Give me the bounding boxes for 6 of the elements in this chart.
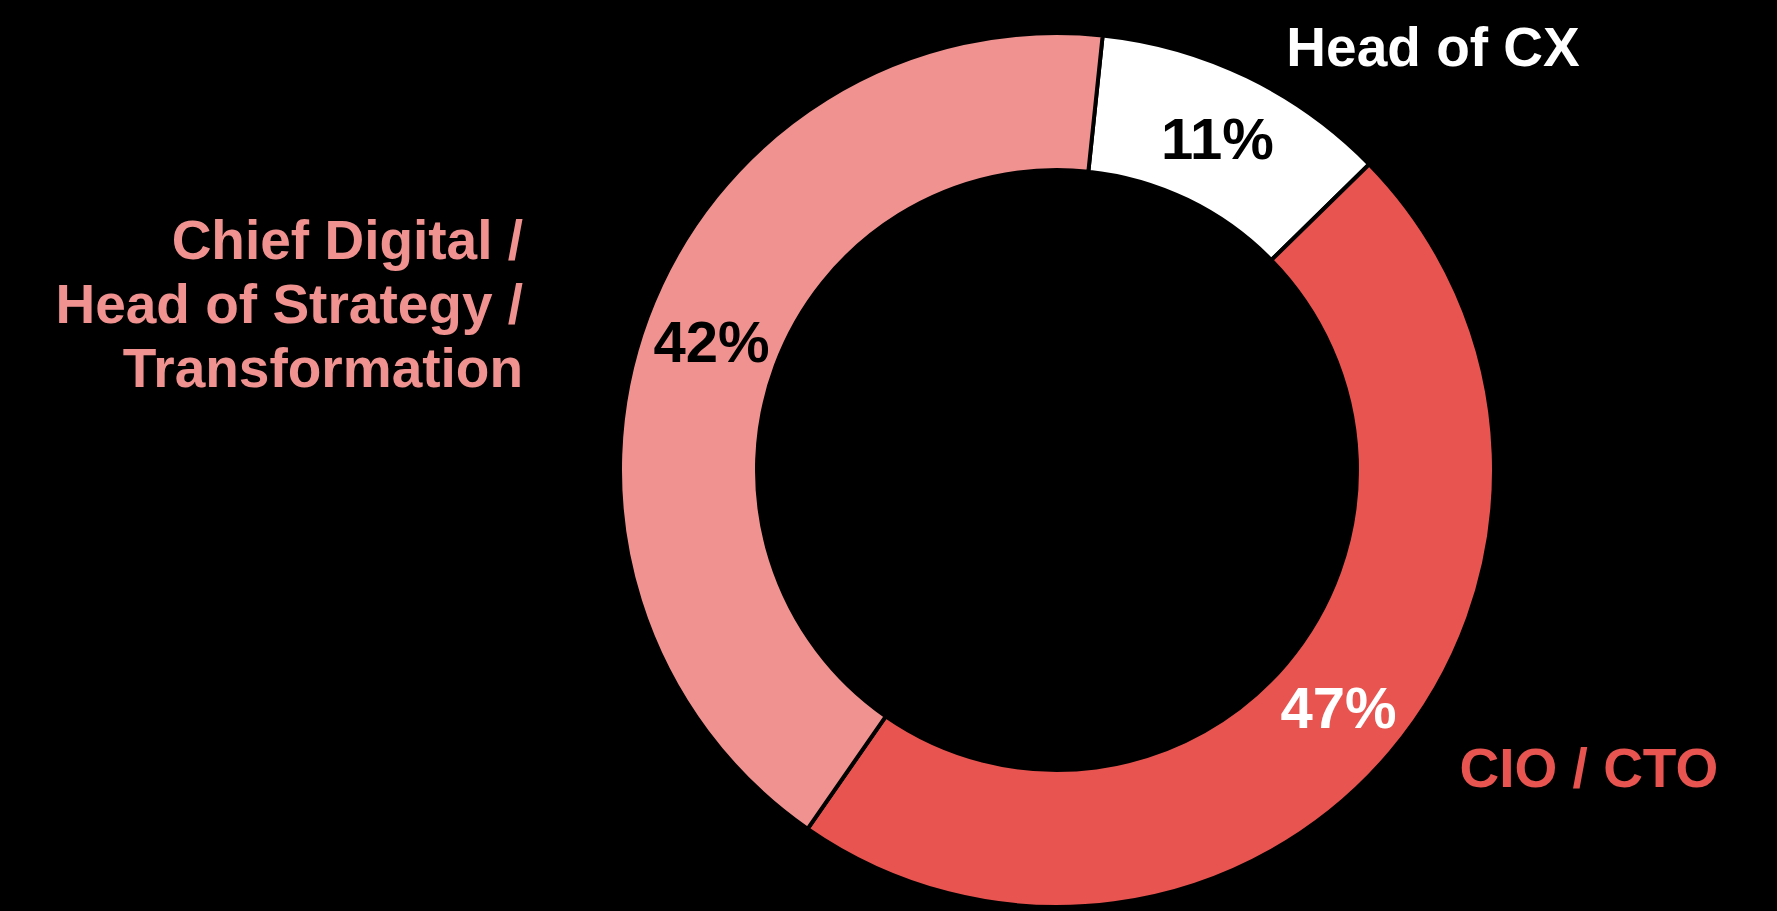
slice-label: Chief Digital / Head of Strategy / Transformation	[55, 209, 524, 400]
data-label: 42%	[653, 308, 770, 374]
slice-label: CIO / CTO	[1459, 737, 1719, 800]
data-label: 47%	[1280, 675, 1397, 741]
slice-label: Head of CX	[1286, 15, 1581, 78]
data-label: 11%	[1160, 105, 1274, 171]
